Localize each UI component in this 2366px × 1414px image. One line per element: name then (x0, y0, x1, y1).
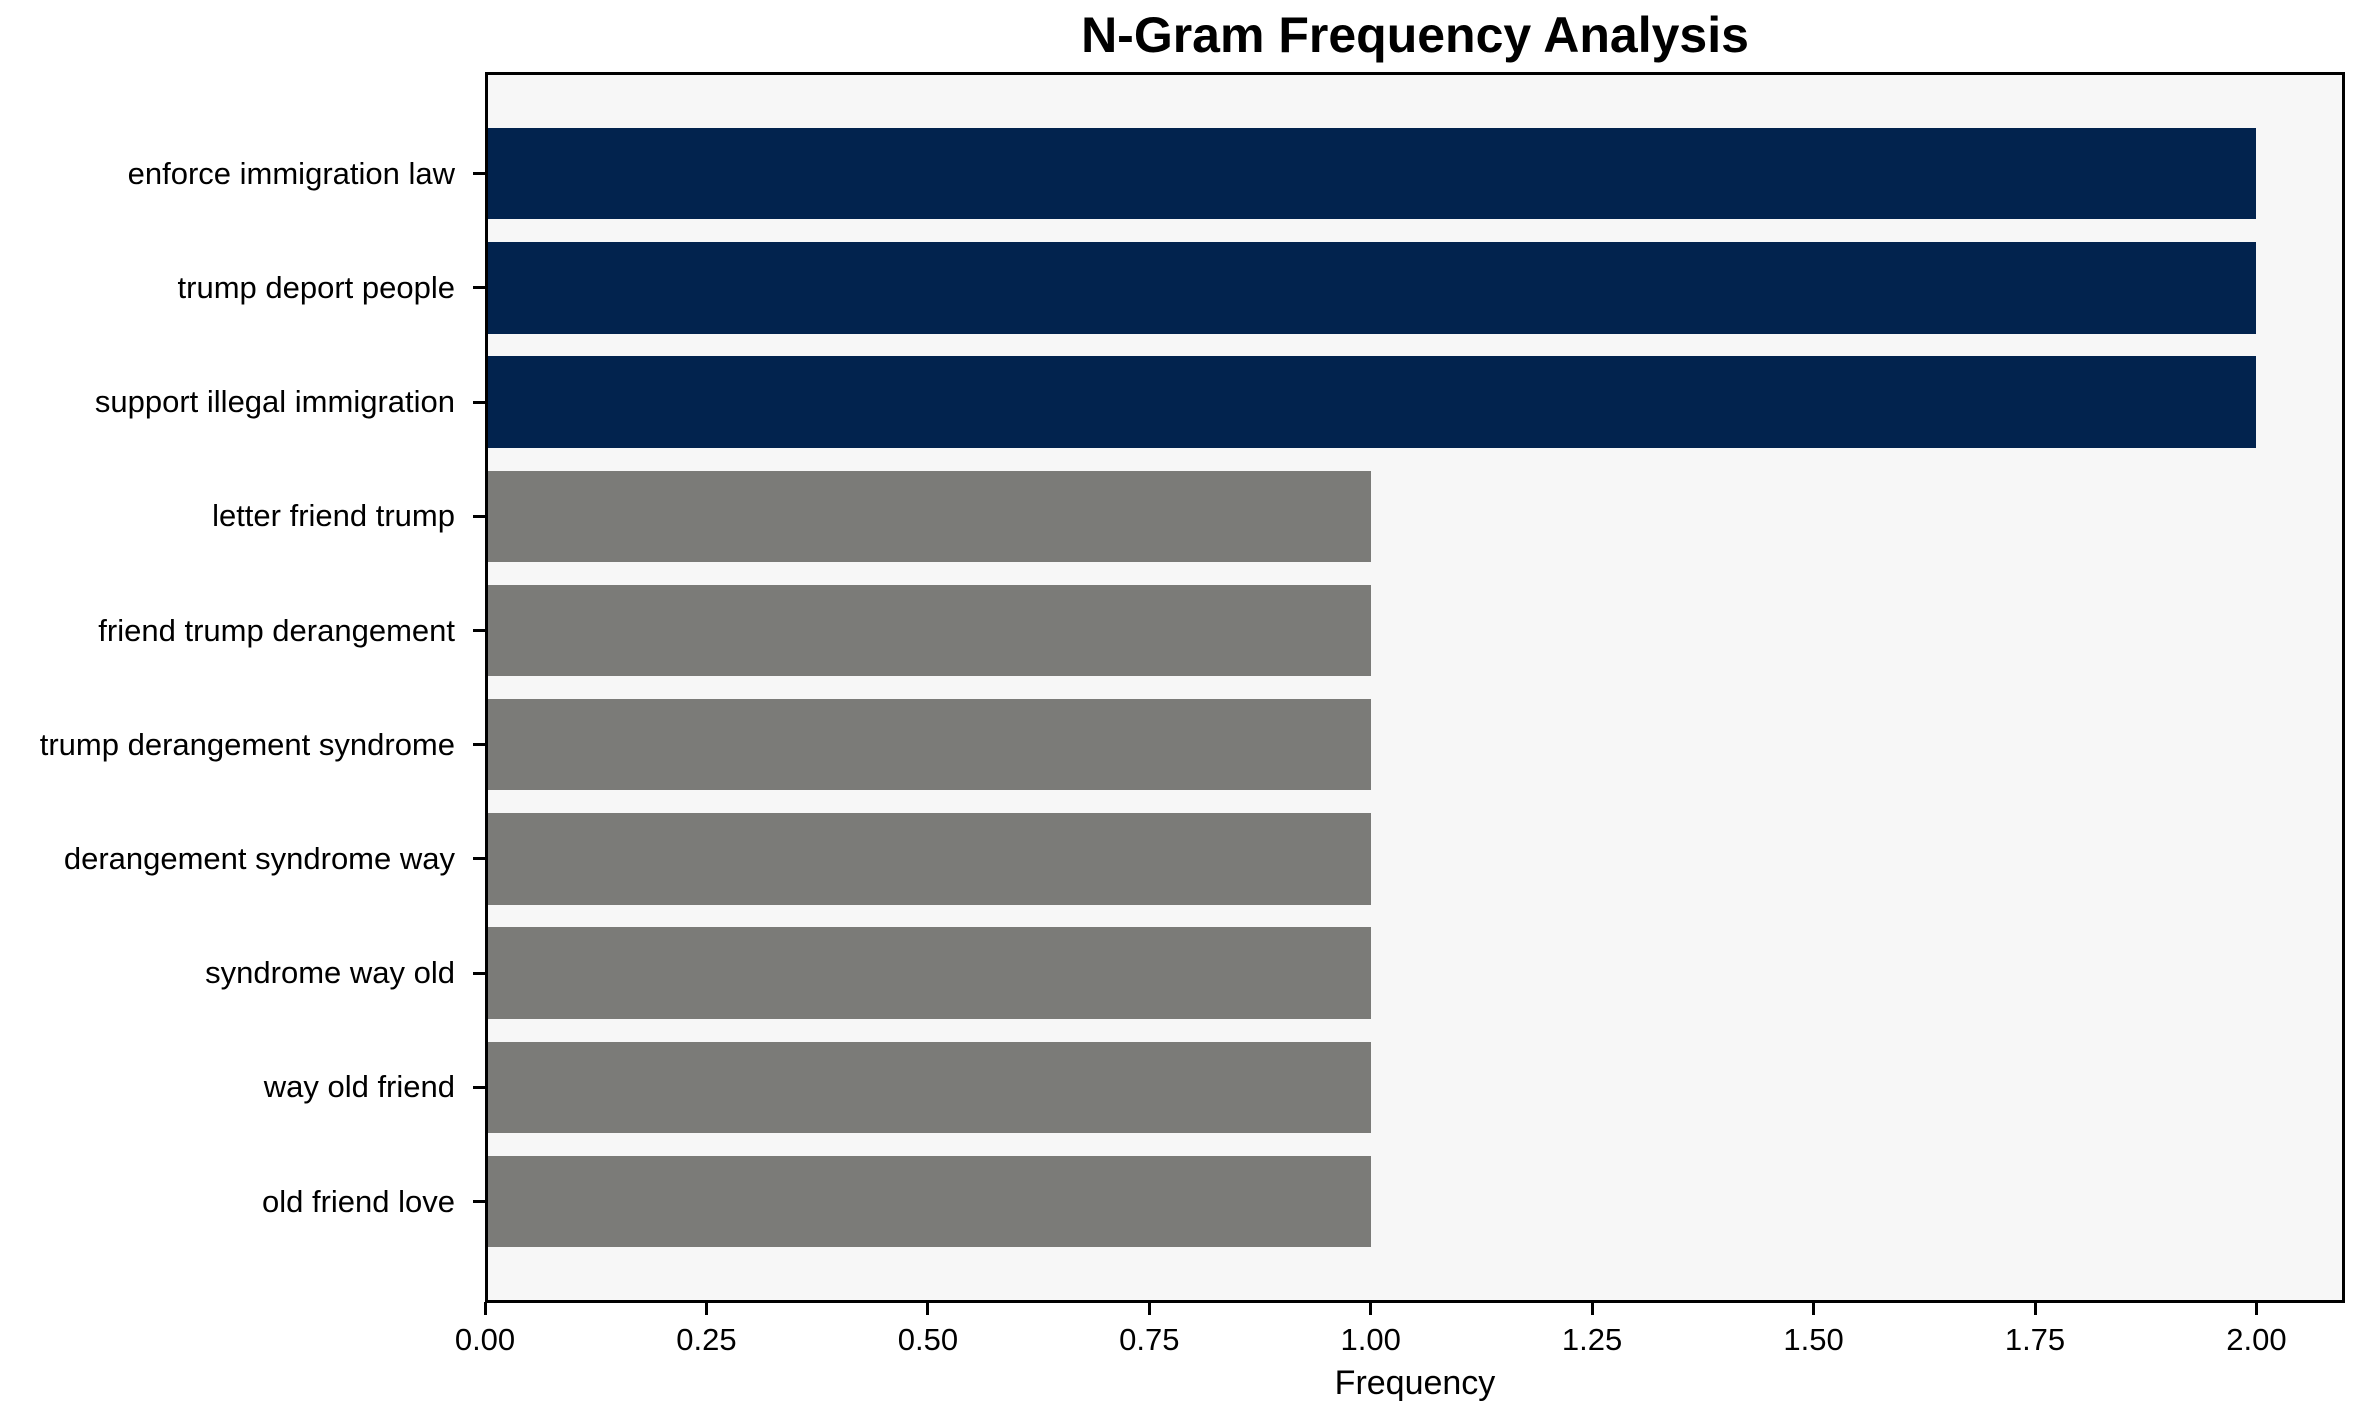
bar (485, 242, 2257, 334)
x-tick-label: 1.00 (1340, 1322, 1401, 1357)
x-tick-mark (2033, 1302, 2037, 1315)
y-tick-label: old friend love (261, 1183, 455, 1219)
x-tick-label: 0.50 (897, 1322, 959, 1357)
bar (485, 1041, 1371, 1133)
x-tick-mark (1812, 1302, 1816, 1315)
bar (485, 927, 1371, 1019)
chart-title: N-Gram Frequency Analysis (1081, 7, 1749, 63)
x-tick-mark (1147, 1302, 1151, 1315)
bar (485, 1155, 1371, 1248)
y-tick-mark (473, 1085, 485, 1089)
y-tick-label: friend trump derangement (98, 612, 455, 648)
x-tick-mark (704, 1302, 708, 1315)
y-tick-label: syndrome way old (205, 955, 455, 991)
x-axis-title: Frequency (1334, 1364, 1496, 1402)
y-tick-label: trump deport people (177, 269, 455, 305)
bar (485, 699, 1371, 791)
x-tick-label: 1.50 (1783, 1322, 1844, 1357)
y-tick-mark (473, 629, 485, 632)
bar (485, 584, 1371, 677)
y-tick-mark (473, 286, 485, 290)
y-tick-label: derangement syndrome way (63, 840, 455, 876)
x-tick-label: 1.25 (1561, 1322, 1623, 1357)
x-tick-mark (1369, 1302, 1373, 1315)
y-tick-label: enforce immigration law (127, 155, 455, 191)
y-tick-mark (473, 857, 485, 861)
y-tick-label: trump derangement syndrome (39, 726, 455, 762)
x-tick-label: 0.00 (454, 1322, 516, 1357)
plot-area (485, 72, 2345, 1303)
x-tick-mark (2254, 1302, 2258, 1315)
y-tick-mark (473, 1200, 485, 1203)
y-tick-mark (473, 400, 485, 404)
x-tick-mark (1590, 1302, 1594, 1315)
bar (485, 356, 2257, 448)
y-tick-mark (473, 971, 485, 975)
x-tick-label: 0.75 (1119, 1322, 1180, 1357)
x-tick-mark (926, 1302, 930, 1315)
y-tick-label: letter friend trump (212, 498, 455, 534)
x-tick-label: 2.00 (2226, 1322, 2287, 1357)
x-tick-label: 1.75 (2004, 1322, 2066, 1357)
x-tick-label: 0.25 (676, 1322, 737, 1357)
y-tick-mark (473, 172, 485, 176)
bar (485, 813, 1371, 905)
y-tick-mark (473, 514, 485, 518)
bar (485, 470, 1371, 562)
y-tick-label: support illegal immigration (94, 384, 455, 420)
x-tick-mark (483, 1302, 487, 1315)
y-tick-mark (473, 743, 485, 747)
bar (485, 128, 2257, 220)
y-tick-label: way old friend (263, 1069, 455, 1105)
